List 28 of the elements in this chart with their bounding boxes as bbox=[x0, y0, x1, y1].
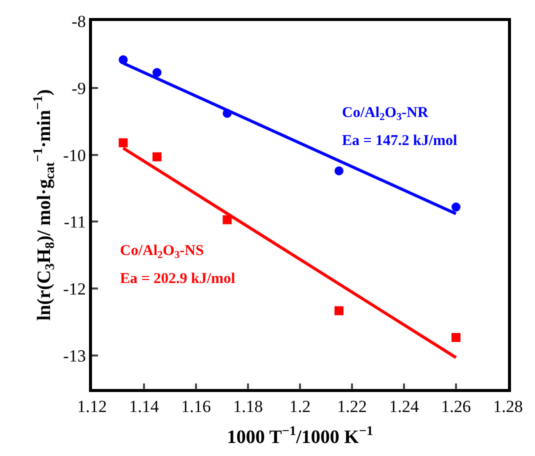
point bbox=[452, 332, 460, 342]
x-tick-label: 1.16 bbox=[181, 397, 211, 416]
y-tick-label: -11 bbox=[64, 212, 86, 232]
x-tick-label: 1.28 bbox=[493, 397, 523, 416]
x-tick-label: 1.14 bbox=[129, 397, 160, 416]
point bbox=[334, 306, 344, 316]
point bbox=[152, 68, 162, 78]
x-tick-label: 1.12 bbox=[77, 397, 107, 416]
point bbox=[222, 215, 232, 224]
x-axis-title: 1000 T$^{−1}$/1000 K$^{−1}$ bbox=[226, 422, 374, 448]
y-tick-label: -10 bbox=[63, 146, 86, 165]
series-label: Co/Al$_{2}$O$_{3}$-NS bbox=[120, 243, 204, 262]
x-tick-label: 1.2 bbox=[289, 397, 311, 416]
x-tick-label: 1.26 bbox=[441, 397, 471, 416]
x-tick-label: 1.24 bbox=[389, 397, 420, 416]
annotation: Ea = 147.2 kJ/mol bbox=[342, 133, 458, 149]
point bbox=[334, 166, 344, 176]
point bbox=[452, 202, 460, 212]
x-tick-label: 1.22 bbox=[337, 397, 367, 416]
x-tick-label: 1.18 bbox=[233, 397, 263, 416]
text: Co/Al$_{2}$O$_{3}$-NR bbox=[342, 105, 428, 124]
point bbox=[118, 138, 128, 148]
y-tick-label: -9 bbox=[72, 78, 86, 98]
annotation: Ea = 202.9 kJ/mol bbox=[120, 271, 236, 287]
y-tick-label: -8 bbox=[72, 12, 86, 31]
y-tick-label: -13 bbox=[63, 346, 86, 366]
point bbox=[152, 152, 162, 162]
y-tick-label: -12 bbox=[63, 280, 86, 299]
